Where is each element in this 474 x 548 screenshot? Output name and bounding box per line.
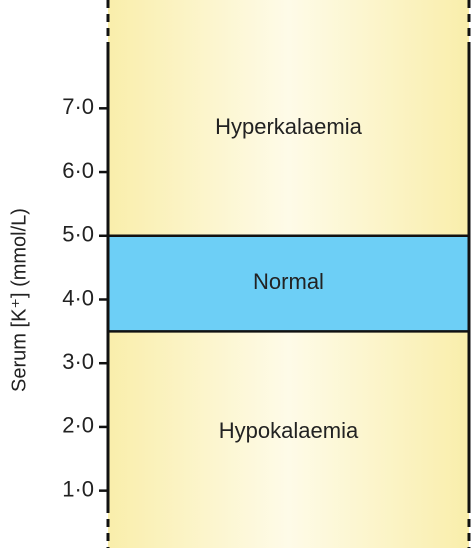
y-tick-label: 5·0 — [62, 222, 94, 247]
y-tick-label: 7·0 — [62, 94, 94, 119]
band — [108, 235, 469, 332]
band — [108, 0, 469, 236]
band-label: Normal — [253, 269, 324, 294]
y-tick-label: 3·0 — [62, 349, 94, 374]
band-label: Hyperkalaemia — [215, 114, 362, 139]
y-tick-label: 6·0 — [62, 158, 94, 183]
band-label: Hypokalaemia — [219, 418, 359, 443]
y-tick-label: 4·0 — [62, 285, 94, 310]
y-axis-label: Serum [K⁺] (mmol/L) — [8, 208, 30, 392]
y-tick-label: 1·0 — [62, 476, 94, 501]
y-tick-label: 2·0 — [62, 413, 94, 438]
band — [108, 331, 469, 548]
bands — [108, 0, 469, 548]
